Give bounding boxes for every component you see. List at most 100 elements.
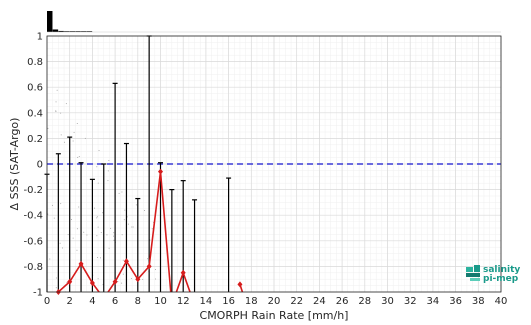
scatter-point bbox=[127, 223, 129, 225]
plot-frame bbox=[46, 35, 502, 293]
scatter-point bbox=[97, 278, 99, 280]
scatter-point bbox=[55, 277, 57, 279]
scatter-point bbox=[77, 156, 79, 158]
series-marker bbox=[67, 278, 73, 285]
scatter-point bbox=[122, 259, 124, 261]
scatter-point bbox=[76, 123, 78, 125]
series-marker bbox=[112, 278, 118, 285]
series-marker bbox=[180, 269, 186, 276]
series-marker bbox=[123, 258, 129, 265]
x-tick-label: 16 bbox=[222, 296, 235, 307]
series-line bbox=[239, 284, 244, 292]
y-tick-labels: -1 -0.8 -0.6 -0.4 -0.2 0 0.2 0.4 0.6 0.8 1 bbox=[23, 32, 43, 299]
scatter-point bbox=[60, 112, 62, 114]
x-tick-label: 4 bbox=[89, 296, 95, 307]
scatter-point bbox=[76, 228, 78, 230]
x-tick-label: 40 bbox=[495, 296, 508, 307]
x-tick-label: 10 bbox=[154, 296, 167, 307]
scatter-point bbox=[49, 258, 51, 260]
scatter-point bbox=[154, 269, 156, 271]
scatter-point bbox=[121, 234, 123, 236]
scatter-point bbox=[124, 209, 126, 211]
scatter-point bbox=[65, 103, 67, 105]
histogram-strip bbox=[47, 11, 501, 33]
histogram-bar bbox=[69, 31, 76, 32]
series-marker bbox=[237, 281, 243, 288]
series-marker bbox=[78, 260, 84, 267]
scatter-point bbox=[132, 226, 134, 228]
series-marker bbox=[89, 280, 95, 287]
x-tick-label: 26 bbox=[336, 296, 349, 307]
x-tick-label: 0 bbox=[44, 296, 50, 307]
scatter-point bbox=[107, 170, 109, 172]
scatter-point bbox=[147, 258, 149, 260]
logo-line-1: salinity bbox=[483, 265, 520, 275]
scatter-point bbox=[86, 234, 88, 236]
scatter-point bbox=[76, 249, 78, 251]
scatter-point bbox=[113, 239, 115, 241]
scatter-point bbox=[63, 141, 65, 143]
scatter-point bbox=[60, 134, 62, 136]
scatter-point bbox=[154, 278, 156, 280]
wave-logo-icon bbox=[466, 265, 480, 281]
scatter-point bbox=[73, 131, 75, 133]
x-tick-label: 22 bbox=[290, 296, 303, 307]
x-tick-label: 38 bbox=[472, 296, 485, 307]
scatter-point bbox=[102, 212, 104, 214]
scatter-point bbox=[83, 231, 85, 233]
histogram-bar bbox=[75, 31, 81, 32]
scatter-point bbox=[97, 182, 99, 184]
scatter-point bbox=[100, 232, 102, 234]
x-tick-label: 24 bbox=[313, 296, 326, 307]
scatter-point bbox=[78, 156, 80, 158]
scatter-point bbox=[67, 234, 69, 236]
histogram-bar bbox=[58, 30, 64, 32]
y-tick-label: -0.4 bbox=[23, 211, 43, 222]
histogram-bar bbox=[52, 29, 59, 32]
scatter-point bbox=[96, 166, 98, 168]
scatter-point bbox=[94, 207, 96, 209]
y-tick-label: 1 bbox=[37, 32, 43, 43]
scatter-point bbox=[122, 273, 124, 275]
x-tick-label: 30 bbox=[381, 296, 394, 307]
scatter-point bbox=[112, 235, 114, 237]
scatter-point bbox=[117, 281, 119, 283]
y-tick-label: -1 bbox=[33, 288, 43, 299]
y-tick-label: -0.6 bbox=[23, 236, 43, 247]
scatter-point bbox=[98, 149, 100, 151]
x-tick-label: 18 bbox=[245, 296, 258, 307]
scatter-point bbox=[142, 278, 144, 280]
series-marker bbox=[158, 168, 163, 175]
scatter-point bbox=[51, 204, 53, 206]
scatter-point bbox=[130, 278, 132, 280]
series-marker bbox=[146, 263, 152, 270]
x-tick-label: 20 bbox=[268, 296, 281, 307]
logo-line-2: pi-mep bbox=[483, 274, 519, 284]
scatter-point bbox=[47, 127, 49, 129]
scatter-point bbox=[66, 281, 68, 283]
histogram-bar bbox=[86, 31, 93, 32]
salinity-pi-mep-logo: salinity pi-mep bbox=[466, 265, 520, 284]
scatter-point bbox=[135, 204, 137, 206]
series-marker bbox=[135, 276, 141, 283]
scatter-point bbox=[123, 219, 125, 221]
scatter-point bbox=[97, 226, 99, 228]
y-tick-label: -0.2 bbox=[23, 185, 43, 196]
x-tick-label: 2 bbox=[67, 296, 73, 307]
scatter-point bbox=[113, 232, 115, 234]
scatter-point bbox=[60, 203, 62, 205]
x-tick-label: 28 bbox=[358, 296, 371, 307]
scatter-point bbox=[70, 219, 72, 221]
y-tick-label: 0.8 bbox=[27, 57, 43, 68]
histogram-bar bbox=[81, 31, 87, 32]
scatter-point bbox=[72, 237, 74, 239]
mean-series bbox=[55, 168, 244, 295]
scatter-point bbox=[96, 217, 98, 219]
histogram-bar bbox=[47, 11, 53, 32]
plot-area bbox=[44, 35, 502, 295]
scatter-point bbox=[55, 287, 57, 289]
scatter-point bbox=[107, 180, 109, 182]
scatter-point bbox=[118, 192, 120, 194]
x-tick-label: 34 bbox=[427, 296, 440, 307]
